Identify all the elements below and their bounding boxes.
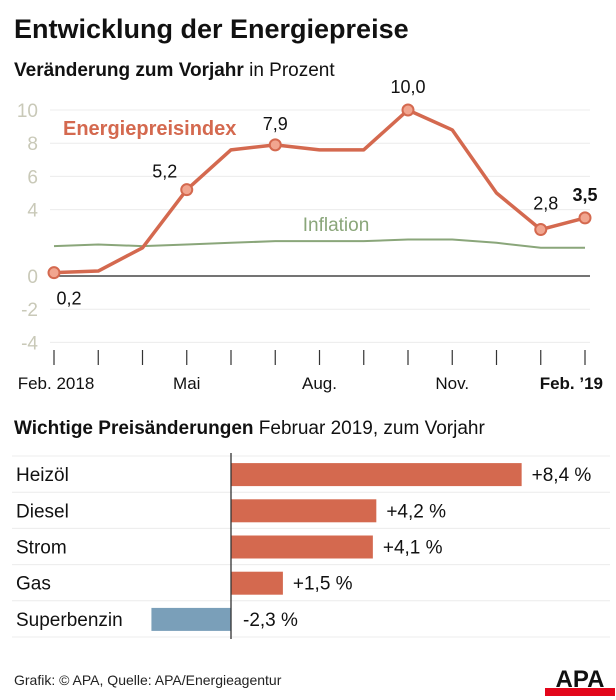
x-tick-label: Feb. ’19 (540, 374, 603, 393)
line-chart-subtitle: Veränderung zum Vorjahr in Prozent (14, 60, 335, 82)
line-chart: 10 8 6 4 0 -2 -4 Feb. 2018 Mai Aug. Nov. Feb. ’19 In… (17, 77, 603, 393)
bar-category-label: Diesel (16, 501, 69, 522)
inflation-legend: Inflation (303, 215, 370, 236)
data-label: 2,8 (533, 194, 558, 214)
y-tick-label: -4 (21, 333, 38, 354)
bar-subtitle-bold: Wichtige Preisänderungen (14, 418, 254, 439)
bar (231, 535, 373, 559)
page-title: Entwicklung der Energiepreise (14, 14, 409, 44)
bar-value-label: +1,5 % (293, 574, 353, 595)
bar (231, 499, 377, 523)
data-label: 5,2 (152, 162, 177, 182)
x-tick-label: Nov. (435, 374, 469, 393)
bar-value-label: -2,3 % (243, 610, 298, 631)
data-point (401, 103, 415, 117)
y-tick-label: 6 (27, 167, 38, 188)
data-point (534, 223, 548, 237)
bar (231, 463, 522, 487)
bar-value-label: +4,2 % (386, 501, 446, 522)
y-tick-label: 8 (27, 134, 38, 155)
bar-category-label: Strom (16, 538, 67, 559)
energiepreisindex-legend: Energiepreisindex (63, 118, 236, 140)
bar (231, 571, 283, 595)
line-subtitle-bold: Veränderung zum Vorjahr (14, 60, 244, 81)
energiepreisindex-line (53, 108, 586, 275)
bar-category-label: Superbenzin (16, 610, 123, 631)
data-label: 0,2 (56, 289, 81, 309)
bar-value-label: +4,1 % (383, 538, 443, 559)
data-point (268, 138, 282, 152)
source-note: Grafik: © APA, Quelle: APA/Energieagentu… (14, 672, 282, 688)
y-tick-label: 4 (27, 201, 38, 222)
data-label: 10,0 (390, 77, 425, 97)
data-point (578, 211, 592, 225)
data-point (47, 266, 61, 280)
bar-subtitle-rest: Februar 2019, zum Vorjahr (253, 418, 485, 439)
data-point (180, 183, 194, 197)
bar-value-label: +8,4 % (532, 465, 592, 486)
bar-chart-subtitle: Wichtige Preisänderungen Februar 2019, z… (14, 418, 485, 440)
y-tick-label: 10 (17, 101, 38, 122)
y-tick-label: 0 (27, 267, 38, 288)
bar-category-label: Gas (16, 574, 51, 595)
bar (151, 607, 231, 631)
line-subtitle-rest: in Prozent (243, 60, 335, 81)
data-label: 7,9 (263, 114, 288, 134)
y-tick-label: -2 (21, 300, 38, 321)
bar-category-label: Heizöl (16, 465, 69, 486)
x-tick-label: Aug. (302, 374, 337, 393)
x-tick-label: Feb. 2018 (18, 374, 95, 393)
data-label: 3,5 (572, 185, 597, 205)
x-tick-label: Mai (173, 374, 200, 393)
